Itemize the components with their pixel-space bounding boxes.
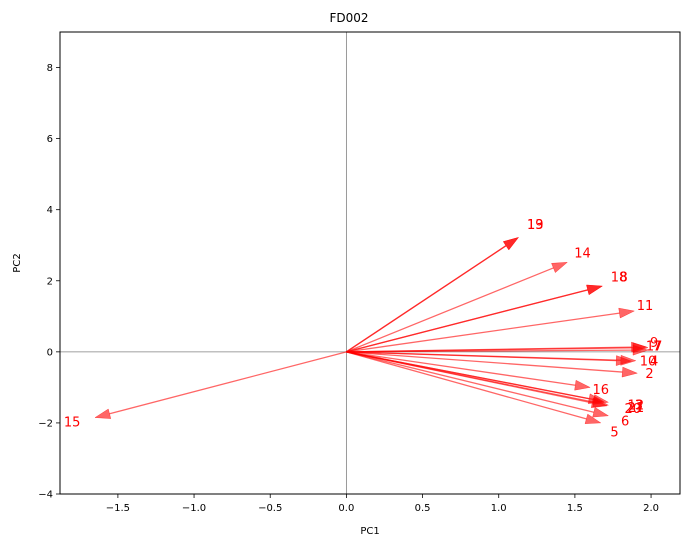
- vector-20: [346, 351, 608, 408]
- vector-15: [94, 351, 347, 419]
- vector-label-7: 7: [653, 340, 661, 355]
- vector-shaft: [346, 351, 617, 362]
- x-tick-label: 0.5: [415, 503, 431, 514]
- vector-14: [346, 262, 569, 353]
- vector-shaft: [346, 351, 594, 413]
- vector-label-8: 8: [619, 270, 627, 285]
- vector-arrowhead: [94, 408, 112, 419]
- vector-7: [346, 344, 649, 356]
- vector-arrowhead: [621, 366, 639, 378]
- vector-label-14: 14: [574, 247, 591, 262]
- x-tick-label: −1.5: [106, 503, 130, 514]
- y-axis-title: PC2: [12, 253, 23, 272]
- vector-arrowhead: [586, 284, 604, 296]
- vector-13: [346, 236, 520, 353]
- vector-arrowhead: [551, 262, 569, 274]
- vector-arrowhead: [574, 379, 591, 391]
- loading-vectors: [94, 236, 649, 424]
- vector-label-4: 4: [650, 354, 658, 369]
- vector-8: [346, 284, 604, 353]
- vector-label-11: 11: [637, 299, 654, 314]
- vector-arrowhead: [584, 413, 602, 424]
- vector-label-16: 16: [593, 383, 610, 398]
- y-tick-label: 6: [47, 134, 53, 145]
- vector-label-9: 9: [650, 336, 658, 351]
- vector-arrowhead: [615, 355, 633, 366]
- vector-label-10: 10: [640, 354, 657, 369]
- vector-6: [346, 351, 610, 418]
- vector-2: [346, 351, 639, 378]
- vector-16: [346, 351, 591, 391]
- y-tick-label: −4: [38, 490, 53, 501]
- vector-shaft: [346, 351, 623, 373]
- vector-shaft: [346, 349, 634, 353]
- vector-label-12: 12: [628, 398, 645, 413]
- vector-label-5: 5: [610, 425, 618, 440]
- vector-shaft: [109, 351, 347, 415]
- vector-label-13: 13: [527, 218, 544, 233]
- vector-shaft: [346, 267, 554, 353]
- x-axis: −1.5 −1.0 −0.5 0.0 0.5 1.0 1.5 2.0: [106, 494, 659, 514]
- y-axis: −4 −2 0 2 4 6 8: [38, 63, 60, 501]
- vector-label-15: 15: [64, 415, 81, 430]
- vector-shaft: [346, 351, 576, 386]
- plot-frame: [59, 31, 681, 495]
- vector-arrowhead: [632, 344, 649, 356]
- vector-shaft: [346, 245, 507, 353]
- vector-arrowhead: [590, 397, 608, 408]
- x-tick-label: −1.0: [182, 503, 206, 514]
- vector-label-21: 21: [628, 401, 645, 416]
- x-tick-label: 0.0: [338, 503, 354, 514]
- vector-arrowhead: [502, 236, 520, 251]
- vector-label-19: 19: [527, 218, 544, 233]
- vector-label-20: 20: [625, 402, 642, 417]
- y-tick-label: 0: [47, 347, 53, 358]
- vector-arrowhead: [592, 407, 610, 418]
- chart-title: FD002: [329, 11, 368, 25]
- x-tick-label: 1.0: [491, 503, 507, 514]
- vector-label-2: 2: [645, 367, 653, 382]
- vector-label-17: 17: [646, 340, 663, 355]
- vector-shaft: [346, 289, 588, 353]
- vector-shaft: [346, 351, 587, 420]
- x-tick-label: 1.5: [567, 503, 583, 514]
- vector-10: [346, 351, 633, 366]
- vector-label-3: 3: [635, 398, 643, 413]
- vector-label-18: 18: [611, 270, 628, 285]
- vector-shaft: [346, 351, 593, 404]
- y-tick-label: 2: [47, 276, 53, 287]
- y-tick-label: 8: [47, 63, 53, 74]
- vector-5: [346, 351, 602, 424]
- y-tick-label: −2: [38, 418, 53, 429]
- vector-label-6: 6: [621, 415, 629, 430]
- x-axis-title: PC1: [360, 526, 379, 537]
- x-tick-label: −0.5: [258, 503, 282, 514]
- vector-arrowhead: [618, 307, 636, 319]
- y-tick-label: 4: [47, 205, 53, 216]
- vector-11: [346, 307, 636, 353]
- x-tick-label: 2.0: [643, 503, 659, 514]
- plot-area: [60, 32, 680, 494]
- vector-shaft: [346, 312, 620, 353]
